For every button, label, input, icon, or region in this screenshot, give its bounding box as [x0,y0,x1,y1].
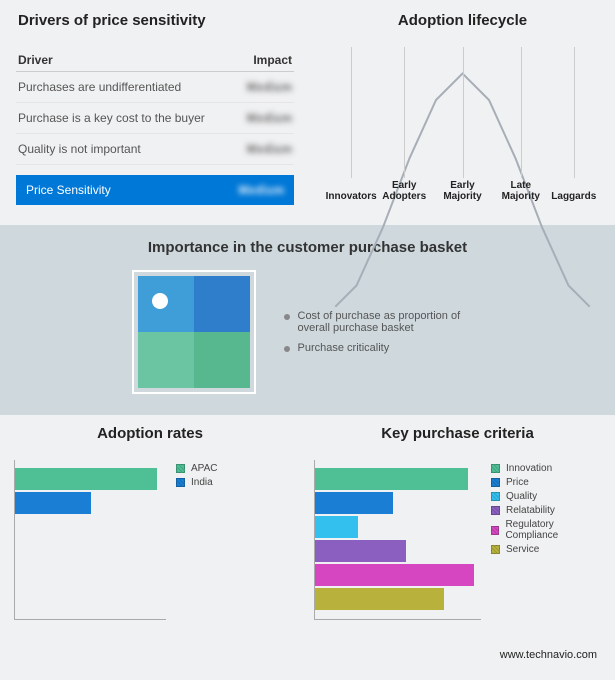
drivers-header-driver: Driver [18,53,53,67]
lifecycle-gridline [574,47,575,178]
drivers-header-impact: Impact [253,53,292,67]
criteria-legend: Innovation Price Quality Relatability Regula… [481,460,601,620]
hbar-row [315,564,481,586]
lifecycle-gridline [463,47,464,178]
hbar-row [15,492,166,514]
lifecycle-panel: Adoption lifecycle InnovatorsEarly Adopt… [310,0,615,225]
basket-legend-item: Cost of purchase as proportion of overal… [284,310,484,334]
footer-attribution: www.technavio.com [0,645,615,661]
basket-quadrant-frame [132,270,256,394]
legend-swatch-icon [491,506,500,515]
criteria-title: Key purchase criteria [314,425,601,442]
criteria-panel: Key purchase criteria Innovation Price Qua… [300,415,615,645]
hbar-bar [315,492,393,514]
hbar-legend-item: India [176,477,286,488]
driver-impact: Medium [247,142,292,156]
quadrant-dot [152,293,168,309]
quadrant-cell-tr [194,276,250,332]
driver-label: Purchases are undifferentiated [18,80,181,94]
lifecycle-category-label: Late Majority [493,180,549,202]
driver-impact: Medium [247,80,292,94]
hbar-legend-item: Regulatory Compliance [491,519,601,541]
criteria-bars [314,460,481,620]
hbar-legend-label: Quality [506,491,537,502]
bullet-icon [284,346,290,352]
lifecycle-gridline [404,47,405,178]
hbar-legend-label: India [191,477,213,488]
basket-legend-label: Cost of purchase as proportion of overal… [298,310,484,334]
legend-swatch-icon [491,526,499,535]
summary-label: Price Sensitivity [26,183,111,197]
hbar-legend-label: APAC [191,463,218,474]
lifecycle-chart: InnovatorsEarly AdoptersEarly MajorityLa… [330,47,595,202]
hbar-bar [315,564,474,586]
hbar-legend-label: Regulatory Compliance [505,519,601,541]
hbar-row [315,516,481,538]
lifecycle-category-label: Early Adopters [376,180,432,202]
hbar-bar [315,588,444,610]
driver-label: Quality is not important [18,142,141,156]
legend-swatch-icon [491,464,500,473]
hbar-legend-label: Price [506,477,529,488]
drivers-row: Quality is not important Medium [16,134,294,165]
hbar-row [315,492,481,514]
legend-swatch-icon [491,478,500,487]
hbar-legend-item: Service [491,544,601,555]
quadrant-cell-br [194,332,250,388]
hbar-bar [315,540,406,562]
lifecycle-category-label: Early Majority [435,180,491,202]
hbar-row [315,588,481,610]
hbar-legend-item: Quality [491,491,601,502]
lifecycle-gridline [351,47,352,178]
legend-swatch-icon [491,545,500,554]
hbar-bar [315,468,468,490]
adoption-rates-legend: APAC India [166,460,286,620]
drivers-row: Purchases are undifferentiated Medium [16,72,294,103]
quadrant-cell-bl [138,332,194,388]
hbar-row [315,468,481,490]
hbar-legend-item: Innovation [491,463,601,474]
hbar-legend-item: Relatability [491,505,601,516]
hbar-legend-label: Service [506,544,539,555]
drivers-title: Drivers of price sensitivity [16,12,294,29]
hbar-bar [315,516,358,538]
hbar-row [315,540,481,562]
hbar-bar [15,492,91,514]
driver-impact: Medium [247,111,292,125]
driver-label: Purchase is a key cost to the buyer [18,111,205,125]
drivers-table: Driver Impact Purchases are undifferenti… [16,47,294,205]
drivers-panel: Drivers of price sensitivity Driver Impa… [0,0,310,225]
legend-swatch-icon [176,464,185,473]
price-sensitivity-summary: Price Sensitivity Medium [16,175,294,205]
lifecycle-title: Adoption lifecycle [326,12,599,29]
basket-legend-label: Purchase criticality [298,342,390,354]
adoption-rates-title: Adoption rates [14,425,286,442]
bullet-icon [284,314,290,320]
basket-legend-item: Purchase criticality [284,342,484,354]
summary-impact: Medium [239,183,284,197]
hbar-legend-label: Innovation [506,463,552,474]
legend-swatch-icon [176,478,185,487]
lifecycle-category-label: Laggards [546,191,602,202]
adoption-rates-panel: Adoption rates APAC India [0,415,300,645]
hbar-legend-label: Relatability [506,505,555,516]
legend-swatch-icon [491,492,500,501]
hbar-legend-item: Price [491,477,601,488]
adoption-rates-bars [14,460,166,620]
hbar-row [15,468,166,490]
hbar-bar [15,468,157,490]
lifecycle-gridline [521,47,522,178]
lifecycle-category-label: Innovators [323,191,379,202]
drivers-row: Purchase is a key cost to the buyer Mediu… [16,103,294,134]
hbar-legend-item: APAC [176,463,286,474]
basket-quadrant [138,276,250,388]
